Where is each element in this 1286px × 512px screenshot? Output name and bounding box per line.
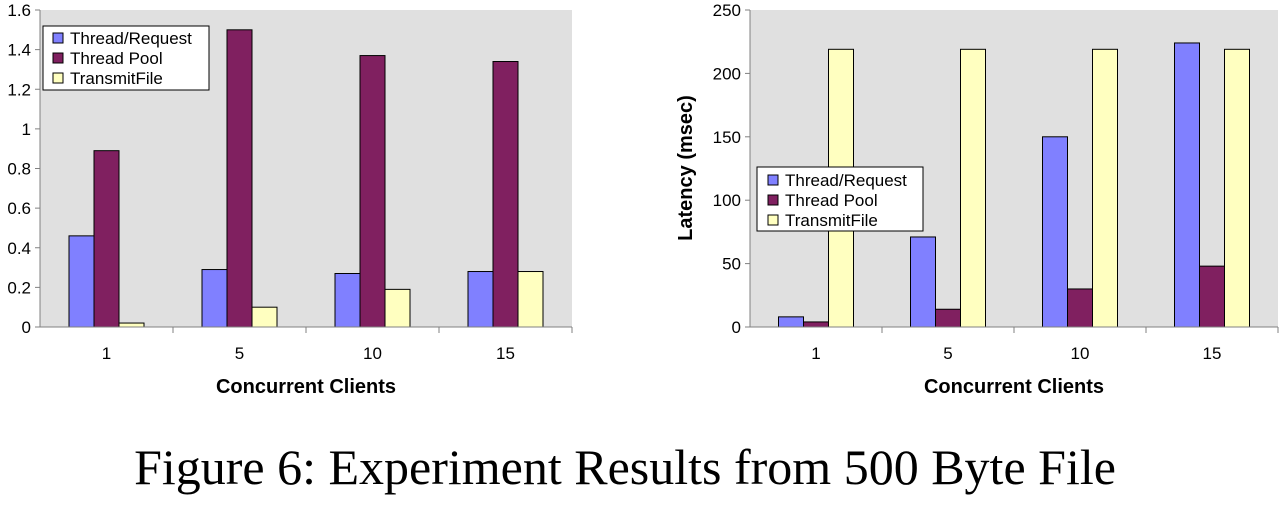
y-tick-label: 0.6 [7, 199, 31, 218]
bar-thread-request-10 [334, 273, 361, 328]
legend-label-left-1: Thread Pool [70, 49, 163, 68]
bar-thread-pool-5 [935, 308, 961, 328]
x-tick-label: 5 [235, 344, 244, 363]
bar-thread-request-5 [201, 269, 228, 328]
legend-box-left [42, 25, 210, 91]
x-tick-label: 5 [943, 344, 952, 363]
y-tick-label: 1.6 [7, 1, 31, 20]
y-tick-label: 250 [713, 1, 741, 20]
legend-label-right-0: Thread/Request [785, 171, 907, 190]
bar-transmitfile-5 [251, 306, 278, 328]
y-tick-label: 1.4 [7, 41, 31, 60]
bar-transmitfile-10 [384, 288, 411, 328]
chart-left: 00.20.40.60.811.21.41.6 1 5 10 15 Concurren… [7, 1, 573, 398]
figure-caption: Figure 6: Experiment Results from 500 By… [134, 439, 1116, 495]
bar-thread-pool-10 [1067, 288, 1093, 328]
bar-thread-pool-1 [803, 321, 829, 328]
legend-swatch-right-0 [767, 174, 779, 186]
bar-thread-pool-10 [359, 55, 386, 328]
legend-label-right-2: TransmitFile [785, 211, 878, 230]
legend-label-right-1: Thread Pool [785, 191, 878, 210]
x-tick-label: 10 [363, 344, 382, 363]
x-tick-label: 15 [1203, 344, 1222, 363]
y-tick-label: 0.8 [7, 160, 31, 179]
x-axis-title-right: Concurrent Clients [924, 376, 1104, 398]
legend-label-left-2: TransmitFile [70, 69, 163, 88]
y-tick-label: 0 [22, 318, 31, 337]
legend-swatch-left-1 [52, 52, 64, 64]
legend-swatch-left-0 [52, 32, 64, 44]
bar-transmitfile-10 [1092, 48, 1118, 328]
y-ticks-right: 0 50 100 150 200 250 [713, 1, 750, 337]
legend-swatch-right-2 [767, 214, 779, 226]
x-axis-title-left: Concurrent Clients [216, 376, 396, 398]
y-tick-label: 50 [722, 255, 741, 274]
y-tick-label: 0.4 [7, 239, 31, 258]
bar-thread-request-15 [467, 271, 494, 328]
bars-left [68, 29, 544, 328]
legend-left: Thread/Request Thread Pool TransmitFile [42, 25, 210, 91]
bar-thread-pool-5 [226, 29, 253, 328]
legend-label-left-0: Thread/Request [70, 29, 192, 48]
x-ticks-right: 1 5 10 15 [811, 327, 1279, 363]
x-tick-label: 10 [1071, 344, 1090, 363]
y-tick-label: 1 [22, 120, 31, 139]
bar-thread-request-1 [778, 316, 804, 328]
y-tick-label: 100 [713, 191, 741, 210]
y-tick-label: 1.2 [7, 80, 31, 99]
legend-swatch-right-1 [767, 194, 779, 206]
y-tick-label: 0 [732, 318, 741, 337]
legend-swatch-left-2 [52, 72, 64, 84]
bar-transmitfile-15 [517, 271, 544, 328]
bar-thread-request-15 [1174, 42, 1200, 328]
y-tick-label: 200 [713, 64, 741, 83]
bar-thread-request-1 [68, 235, 95, 328]
bar-thread-pool-15 [1199, 265, 1225, 328]
bar-thread-request-10 [1042, 136, 1068, 328]
bar-transmitfile-1 [118, 322, 145, 328]
x-ticks-left: 1 5 10 15 [102, 327, 573, 363]
bar-thread-request-5 [910, 236, 936, 328]
bar-thread-pool-15 [492, 61, 519, 328]
bar-thread-pool-1 [93, 150, 120, 328]
x-tick-label: 1 [102, 344, 111, 363]
legend-right: Thread/Request Thread Pool TransmitFile [756, 166, 924, 232]
x-tick-label: 1 [811, 344, 820, 363]
y-axis-title-right: Latency (msec) [675, 95, 697, 241]
bar-transmitfile-15 [1224, 48, 1250, 328]
x-tick-label: 15 [496, 344, 515, 363]
y-tick-label: 0.2 [7, 278, 31, 297]
legend-box-right [756, 166, 924, 232]
y-tick-label: 150 [713, 128, 741, 147]
y-ticks-left: 0 0.2 0.4 0.6 0.8 1 1.2 1.4 1.6 [7, 1, 40, 337]
bar-transmitfile-5 [960, 48, 986, 328]
